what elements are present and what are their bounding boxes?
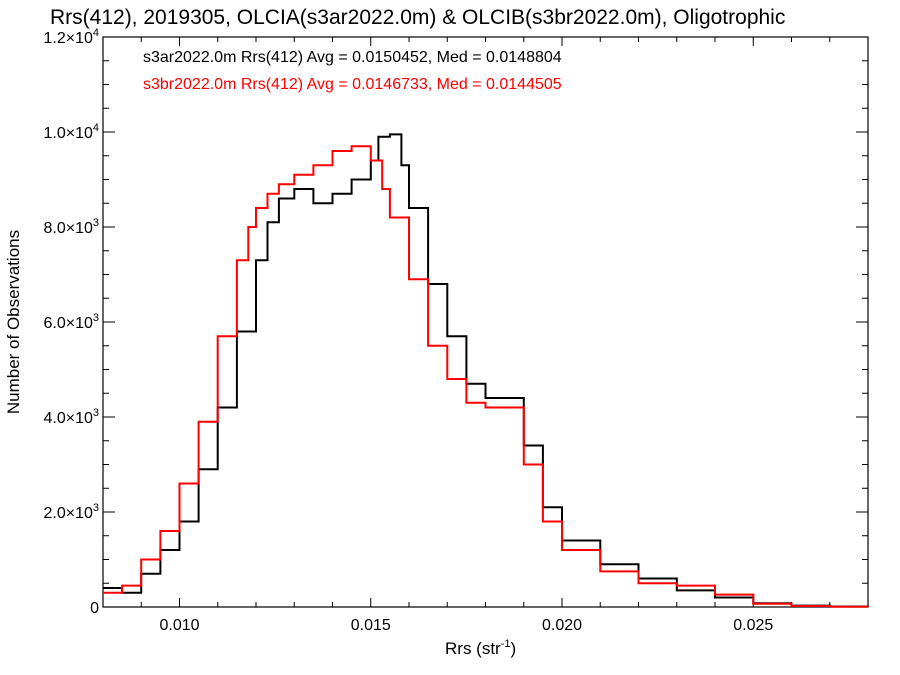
x-tick-label: 0.015 [351, 617, 391, 634]
chart-title: Rrs(412), 2019305, OLCIA(s3ar2022.0m) & … [50, 6, 785, 29]
y-tick-label: 8.0×103 [43, 217, 99, 237]
plot-frame [102, 36, 869, 608]
y-tick-label: 1.2×104 [43, 27, 99, 47]
y-axis-label: Number of Observations [4, 230, 23, 414]
y-tick-label: 1.0×104 [43, 122, 99, 142]
x-tick-label: 0.010 [159, 617, 199, 634]
y-tick-label: 2.0×103 [43, 502, 99, 522]
x-axis-label-main: Rrs (str [445, 639, 501, 658]
x-axis-label-sup: -1 [501, 638, 511, 650]
legend-entry-1: s3ar2022.0m Rrs(412) Avg = 0.0150452, Me… [143, 49, 562, 66]
series-line-2 [103, 145, 869, 608]
legend: s3ar2022.0m Rrs(412) Avg = 0.0150452, Me… [143, 49, 562, 93]
y-tick-label: 4.0×103 [43, 407, 99, 427]
x-axis-label-end: ) [511, 639, 517, 658]
series-line-1 [103, 133, 869, 608]
axis-ticks: 0.010 0.015 0.020 0.025 0 2.0×103 4.0×103 6.0×1… [43, 27, 869, 634]
y-tick-label: 6.0×103 [43, 312, 99, 332]
series-layer [103, 133, 869, 608]
x-tick-label: 0.025 [733, 617, 773, 634]
x-tick-label: 0.020 [542, 617, 582, 634]
legend-entry-2: s3br2022.0m Rrs(412) Avg = 0.0146733, Me… [143, 76, 562, 93]
x-axis-label: Rrs (str-1) [445, 638, 516, 658]
y-tick-label: 0 [90, 600, 99, 617]
